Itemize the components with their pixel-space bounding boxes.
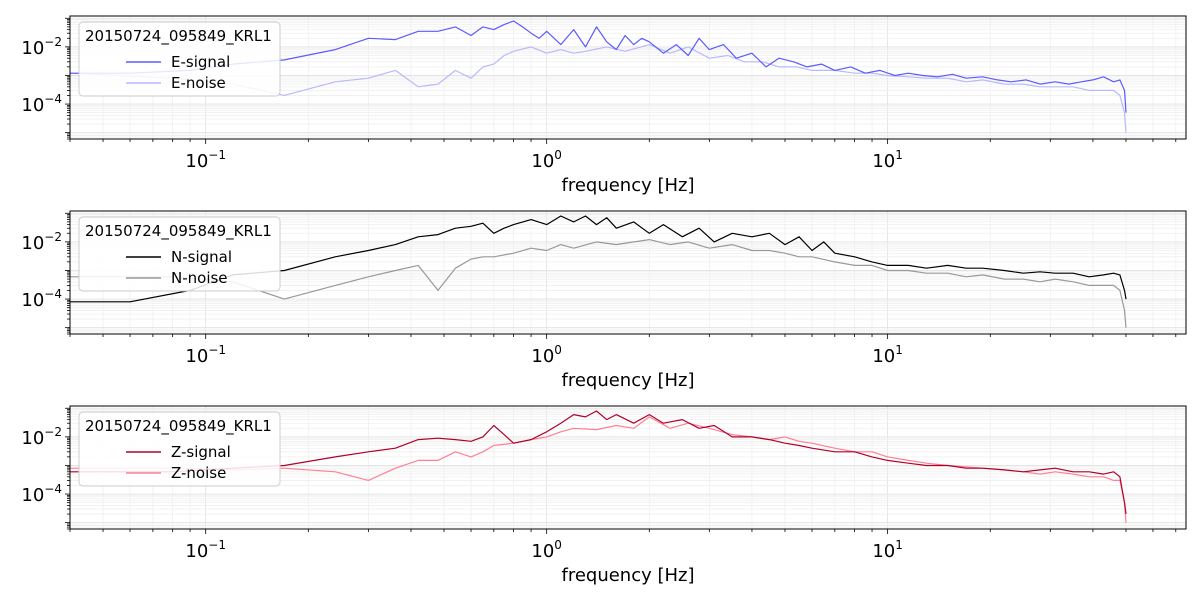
x-tick-label: 10−1 (185, 148, 226, 172)
legend-box (78, 21, 281, 97)
x-tick-label: 100 (531, 148, 562, 172)
plot-frame (69, 15, 1187, 140)
panel-2: 10−1 100 101 10−2 10−4 frequency [Hz] 20150724… (21, 405, 1187, 586)
x-axis-label: frequency [Hz] (561, 565, 694, 586)
x-tick-label: 100 (531, 343, 562, 367)
series-line-E-noise (70, 44, 1127, 133)
legend: 20150724_095849_KRL1 E-signal E-noise (78, 21, 281, 97)
x-axis-label: frequency [Hz] (561, 370, 694, 391)
legend-entry-E-noise: E-noise (171, 74, 226, 92)
legend: 20150724_095849_KRL1 Z-signal Z-noise (78, 411, 281, 487)
legend: 20150724_095849_KRL1 N-signal N-noise (78, 216, 281, 292)
panel-0: 10−1 100 101 10−2 10−4 frequency [Hz] 20150724… (21, 15, 1187, 196)
legend-title: 20150724_095849_KRL1 (85, 27, 272, 46)
panel-1: 10−1 100 101 10−2 10−4 frequency [Hz] 20150724… (21, 210, 1187, 391)
y-tick-label: 10−4 (21, 287, 62, 311)
y-tick-label: 10−2 (21, 425, 62, 449)
plot-frame (69, 210, 1187, 335)
legend-title: 20150724_095849_KRL1 (85, 222, 272, 241)
legend-entry-Z-noise: Z-noise (171, 464, 226, 482)
plot-frame (69, 405, 1187, 530)
legend-entry-E-signal: E-signal (171, 53, 230, 71)
x-axis-label: frequency [Hz] (561, 175, 694, 196)
legend-entry-N-signal: N-signal (171, 248, 232, 266)
y-tick-label: 10−2 (21, 230, 62, 254)
x-tick-label: 10−1 (185, 343, 226, 367)
x-tick-label: 101 (872, 538, 903, 562)
legend-title: 20150724_095849_KRL1 (85, 417, 272, 436)
legend-entry-N-noise: N-noise (171, 269, 228, 287)
x-tick-label: 101 (872, 148, 903, 172)
y-tick-label: 10−4 (21, 482, 62, 506)
x-tick-label: 101 (872, 343, 903, 367)
x-tick-label: 10−1 (185, 538, 226, 562)
y-tick-label: 10−2 (21, 35, 62, 59)
legend-entry-Z-signal: Z-signal (171, 443, 231, 461)
legend-box (78, 411, 281, 487)
legend-box (78, 216, 281, 292)
y-tick-label: 10−4 (21, 92, 62, 116)
x-tick-label: 100 (531, 538, 562, 562)
